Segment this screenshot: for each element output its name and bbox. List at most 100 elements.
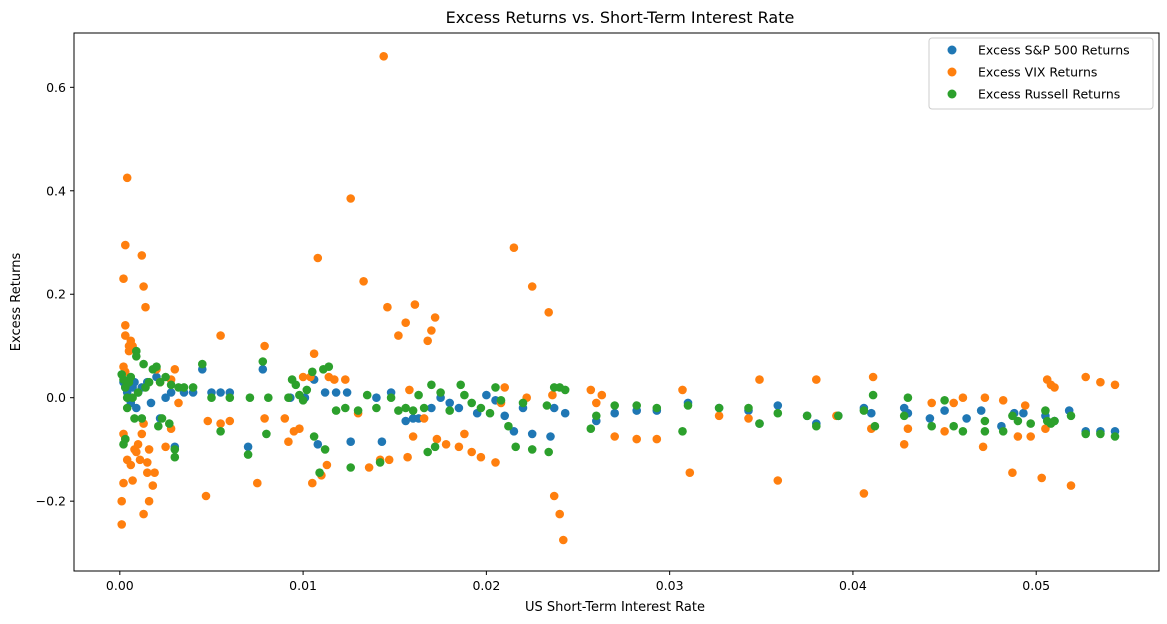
data-point: [427, 326, 436, 335]
data-point: [980, 416, 990, 426]
data-point: [414, 390, 423, 400]
x-tick-label: 0.01: [289, 578, 317, 593]
data-point: [377, 437, 387, 447]
data-point: [430, 313, 440, 322]
data-point: [161, 372, 170, 382]
data-point: [586, 424, 596, 434]
data-point: [1008, 411, 1017, 421]
data-point: [284, 393, 293, 403]
data-point: [139, 509, 148, 519]
data-point: [309, 349, 319, 359]
data-point: [245, 393, 255, 403]
data-point: [559, 535, 568, 545]
data-point: [341, 403, 350, 413]
data-point: [802, 411, 812, 421]
data-point: [383, 302, 392, 312]
data-point: [1096, 429, 1105, 439]
data-point: [1037, 473, 1046, 483]
data-point: [143, 458, 152, 467]
y-tick-label: 0.6: [46, 80, 66, 95]
data-point: [346, 463, 356, 472]
data-point: [386, 393, 396, 403]
data-point: [144, 377, 154, 387]
data-point: [117, 496, 126, 506]
data-point: [812, 421, 821, 431]
data-point: [1081, 429, 1090, 439]
data-point: [958, 393, 968, 403]
x-axis-label: US Short-Term Interest Rate: [525, 600, 705, 615]
data-point: [454, 403, 464, 413]
data-point: [166, 380, 176, 390]
data-point: [1026, 432, 1035, 441]
data-point: [122, 173, 132, 183]
data-point: [280, 414, 290, 423]
data-point: [394, 331, 403, 340]
x-axis-ticks: 0.00 0.01 0.02 0.03 0.04 0.05: [106, 571, 1050, 593]
data-point: [165, 419, 174, 428]
data-point: [126, 460, 136, 470]
data-point: [135, 455, 145, 465]
data-point: [491, 383, 500, 392]
data-point: [122, 403, 132, 413]
data-point: [899, 411, 909, 421]
data-point: [560, 408, 570, 418]
data-point: [157, 414, 167, 423]
data-point: [394, 406, 403, 415]
data-point: [262, 429, 271, 439]
data-point: [302, 385, 312, 395]
data-point: [467, 447, 477, 457]
data-point: [432, 434, 442, 444]
data-point: [518, 398, 528, 408]
legend-label: Excess S&P 500 Returns: [978, 43, 1130, 58]
data-point: [509, 243, 519, 252]
data-point: [485, 408, 495, 418]
data-point: [755, 375, 764, 384]
data-point: [155, 377, 165, 387]
data-point: [1013, 432, 1023, 441]
data-point: [527, 282, 537, 291]
data-point: [225, 416, 235, 426]
data-point: [284, 437, 293, 447]
data-point: [372, 403, 381, 413]
data-point: [1008, 468, 1017, 478]
data-point: [170, 452, 180, 462]
data-point: [859, 406, 869, 415]
data-point: [252, 478, 262, 488]
data-point: [976, 406, 986, 415]
data-point: [148, 481, 158, 490]
data-point: [166, 388, 176, 397]
data-point: [500, 383, 510, 392]
data-point: [870, 421, 880, 431]
data-point: [243, 442, 253, 452]
y-axis-ticks: −0.2 0.0 0.2 0.4 0.6: [36, 80, 74, 509]
data-point: [555, 509, 564, 519]
data-point: [868, 372, 878, 382]
data-point: [460, 429, 469, 439]
chart-title: Excess Returns vs. Short-Term Interest R…: [446, 8, 795, 27]
data-point: [998, 396, 1008, 405]
data-point: [544, 447, 553, 457]
data-point: [1066, 411, 1076, 421]
data-point: [324, 362, 334, 372]
points-layer: [117, 52, 1120, 545]
data-point: [1041, 406, 1050, 415]
data-point: [445, 398, 455, 408]
data-point: [476, 403, 486, 413]
data-point: [427, 403, 436, 413]
data-point: [542, 401, 552, 410]
data-point: [128, 393, 137, 403]
data-point: [128, 476, 137, 485]
data-point: [146, 398, 156, 408]
data-point: [201, 491, 211, 501]
data-point: [949, 398, 958, 408]
data-point: [940, 396, 949, 405]
legend-marker: [947, 45, 957, 55]
data-point: [121, 321, 130, 330]
data-point: [652, 434, 662, 444]
data-point: [216, 388, 225, 397]
data-point: [384, 455, 394, 465]
data-point: [927, 421, 936, 431]
data-point: [597, 390, 607, 400]
data-point: [430, 442, 440, 452]
